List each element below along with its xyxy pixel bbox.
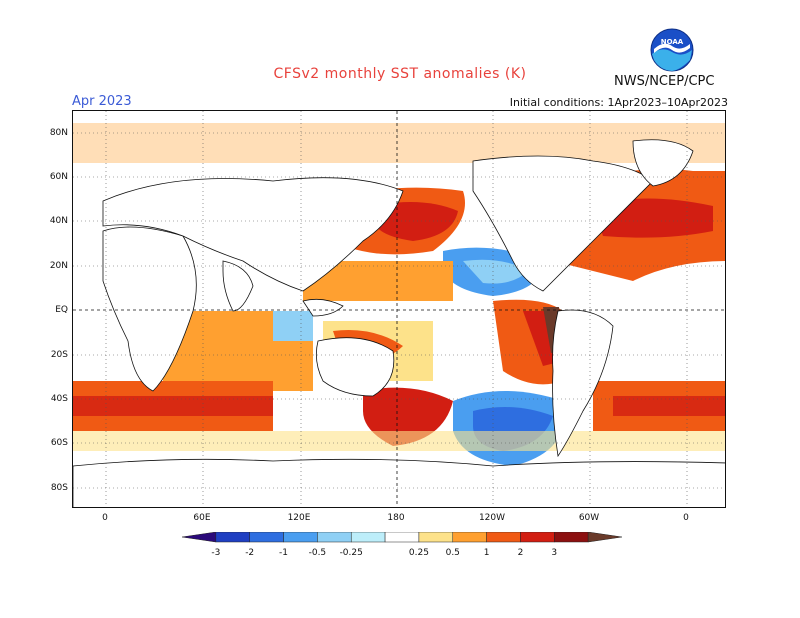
north-america bbox=[472, 155, 654, 292]
colorbar-label: 0.5 bbox=[445, 548, 460, 558]
forecast-month: Apr 2023 bbox=[72, 94, 132, 109]
lat-label: 60N bbox=[49, 172, 68, 182]
initial-conditions: Initial conditions: 1Apr2023–10Apr2023 bbox=[509, 96, 728, 109]
chart-title: CFSv2 monthly SST anomalies (K) bbox=[273, 66, 527, 82]
colorbar-swatch bbox=[554, 532, 589, 543]
colorbar bbox=[181, 532, 623, 543]
colorbar-swatch bbox=[283, 532, 318, 543]
colorbar-label: -0.5 bbox=[308, 548, 327, 558]
colorbar-swatches bbox=[181, 532, 623, 543]
lon-label: 60W bbox=[578, 513, 600, 523]
lat-label: 20N bbox=[49, 261, 68, 271]
sst-anomaly-map bbox=[72, 110, 726, 508]
colorbar-label: 1 bbox=[483, 548, 490, 558]
india bbox=[222, 260, 254, 312]
colorbar-swatch bbox=[520, 532, 555, 543]
colorbar-swatch bbox=[486, 532, 521, 543]
colorbar-label: -0.25 bbox=[339, 548, 363, 558]
colorbar-swatch bbox=[215, 532, 250, 543]
map-canvas bbox=[73, 111, 725, 507]
lon-label: 120W bbox=[478, 513, 506, 523]
noaa-logo: NOAA bbox=[650, 28, 694, 72]
lon-label: 180 bbox=[387, 513, 405, 523]
lon-label: 120E bbox=[287, 513, 311, 523]
colorbar-swatch bbox=[384, 532, 420, 543]
organization-label: NWS/NCEP/CPC bbox=[614, 74, 715, 89]
colorbar-swatch bbox=[452, 532, 487, 543]
antarctica bbox=[73, 458, 725, 507]
africa bbox=[102, 226, 197, 392]
colorbar-swatch bbox=[249, 532, 284, 543]
colorbar-swatch bbox=[317, 532, 352, 543]
lat-label: EQ bbox=[55, 305, 68, 315]
australia bbox=[315, 337, 395, 397]
lat-label: 80S bbox=[50, 483, 68, 493]
lat-label: 20S bbox=[50, 350, 68, 360]
colorbar-swatch bbox=[418, 532, 454, 543]
lat-label: 60S bbox=[50, 438, 68, 448]
colorbar-swatch bbox=[350, 532, 386, 543]
greenland bbox=[632, 139, 694, 187]
lat-label: 40S bbox=[50, 394, 68, 404]
colorbar-label: -2 bbox=[245, 548, 255, 558]
colorbar-label: 0.25 bbox=[408, 548, 429, 558]
lat-label: 40N bbox=[49, 216, 68, 226]
lat-label: 80N bbox=[49, 128, 68, 138]
colorbar-swatch bbox=[181, 532, 217, 543]
colorbar-swatch bbox=[587, 532, 623, 543]
maritime-continent bbox=[302, 298, 344, 317]
south-america bbox=[552, 309, 614, 458]
reference-lines bbox=[73, 111, 725, 507]
colorbar-label: 3 bbox=[551, 548, 558, 558]
colorbar-label: -3 bbox=[211, 548, 221, 558]
lon-label: 0 bbox=[683, 513, 689, 523]
lon-label: 60E bbox=[193, 513, 211, 523]
eurasia bbox=[102, 177, 404, 292]
lat-lon-grid bbox=[73, 111, 725, 507]
logo-text: NOAA bbox=[661, 38, 684, 46]
colorbar-label: -1 bbox=[279, 548, 289, 558]
colorbar-label: 2 bbox=[517, 548, 524, 558]
lon-label: 0 bbox=[102, 513, 108, 523]
continents bbox=[73, 139, 725, 507]
